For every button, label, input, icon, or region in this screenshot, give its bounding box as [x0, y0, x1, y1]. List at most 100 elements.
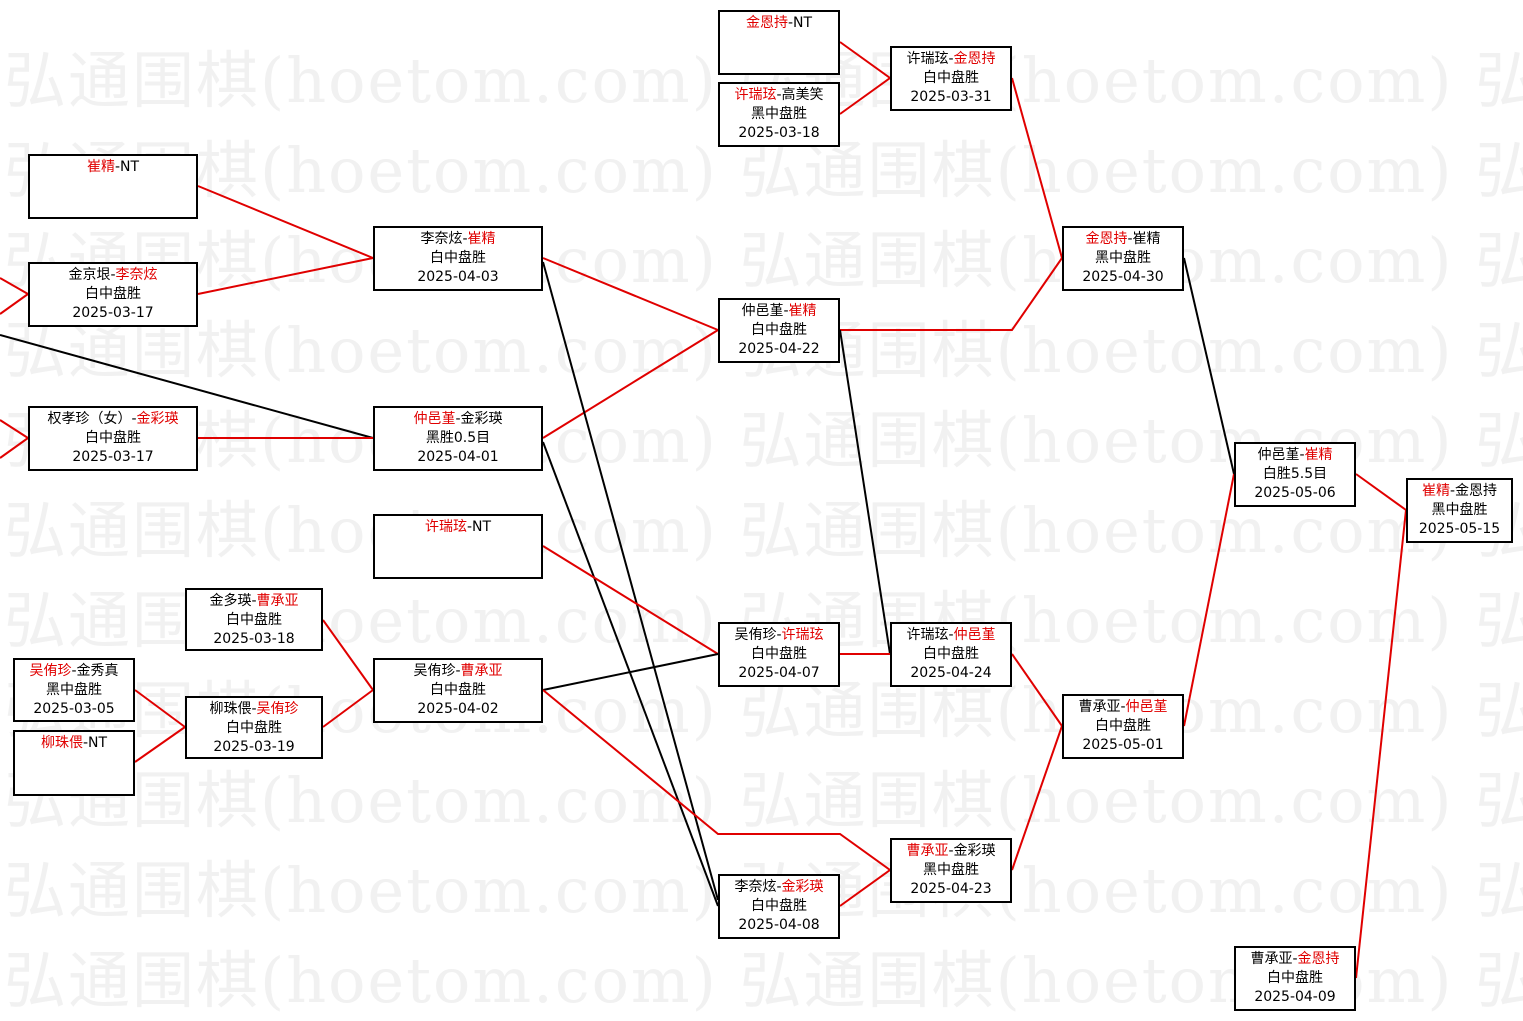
- loser-connector: [542, 441, 719, 907]
- player-one[interactable]: 金恩持: [1085, 231, 1128, 247]
- player-one[interactable]: 许瑞玹: [906, 627, 949, 643]
- player-two[interactable]: 崔精: [1304, 447, 1333, 463]
- player-two[interactable]: 金彩瑛: [136, 411, 179, 427]
- winner-connector: [134, 726, 186, 763]
- match-box[interactable]: 仲邑堇-崔精 白中盘胜 2025-04-22: [718, 298, 840, 363]
- winner-connector: [134, 689, 186, 728]
- match-box[interactable]: 柳珠偎-吴侑珍 白中盘胜 2025-03-19: [185, 696, 323, 759]
- player-one[interactable]: 许瑞玹: [424, 519, 467, 535]
- match-box[interactable]: 许瑞玹-仲邑堇 白中盘胜 2025-04-24: [890, 622, 1012, 687]
- player-two[interactable]: 金恩持: [1455, 483, 1498, 499]
- player-one[interactable]: 李奈炫: [734, 879, 777, 895]
- match-box[interactable]: 柳珠偎-NT: [13, 730, 135, 796]
- winner-connector: [0, 437, 29, 459]
- player-one[interactable]: 金多瑛: [209, 593, 252, 609]
- player-two[interactable]: 金恩持: [953, 51, 996, 67]
- player-one[interactable]: 吴侑珍: [413, 663, 456, 679]
- player-two[interactable]: NT: [120, 159, 140, 175]
- player-two[interactable]: 金彩瑛: [781, 879, 824, 895]
- player-two[interactable]: NT: [793, 15, 813, 31]
- player-one[interactable]: 吴侑珍: [734, 627, 777, 643]
- player-two[interactable]: 崔精: [788, 303, 817, 319]
- match-players: 金恩持-崔精: [1064, 230, 1182, 249]
- player-two[interactable]: 崔精: [1132, 231, 1161, 247]
- match-players: 曹承亚-金彩瑛: [892, 842, 1010, 861]
- player-one[interactable]: 崔精: [86, 159, 115, 175]
- match-date: 2025-04-24: [910, 665, 992, 681]
- player-one[interactable]: 曹承亚: [906, 843, 949, 859]
- player-two[interactable]: 崔精: [467, 231, 496, 247]
- match-box[interactable]: 权孝珍（女）-金彩瑛 白中盘胜 2025-03-17: [28, 406, 198, 471]
- winner-connector: [839, 41, 891, 79]
- player-two[interactable]: NT: [472, 519, 492, 535]
- match-players: 仲邑堇-崔精: [720, 302, 838, 321]
- match-box[interactable]: 崔精-NT: [28, 154, 198, 219]
- separator: -: [110, 267, 116, 283]
- player-one[interactable]: 曹承亚: [1250, 951, 1293, 967]
- player-two[interactable]: 金彩瑛: [953, 843, 996, 859]
- player-one[interactable]: 吴侑珍: [29, 663, 72, 679]
- winner-connector: [1011, 653, 1063, 727]
- match-box[interactable]: 吴侑珍-金秀真 黑中盘胜 2025-03-05: [13, 658, 135, 722]
- match-box[interactable]: 李奈炫-崔精 白中盘胜 2025-04-03: [373, 226, 543, 291]
- player-one[interactable]: 许瑞玹: [906, 51, 949, 67]
- player-one[interactable]: 金京垠: [68, 267, 111, 283]
- match-date: 2025-03-05: [33, 701, 115, 717]
- player-one[interactable]: 仲邑堇: [413, 411, 456, 427]
- match-box[interactable]: 李奈炫-金彩瑛 白中盘胜 2025-04-08: [718, 874, 840, 939]
- player-two[interactable]: 吴侑珍: [256, 701, 299, 717]
- winner-connector: [197, 257, 374, 295]
- player-two[interactable]: 金恩持: [1297, 951, 1340, 967]
- match-players: 仲邑堇-崔精: [1236, 446, 1354, 465]
- match-box[interactable]: 许瑞玹-高美笑 黑中盘胜 2025-03-18: [718, 82, 840, 147]
- player-one[interactable]: 权孝珍（女）: [47, 411, 132, 427]
- player-two[interactable]: 曹承亚: [460, 663, 503, 679]
- match-box[interactable]: 许瑞玹-金恩持 白中盘胜 2025-03-31: [890, 46, 1012, 111]
- winner-connector: [839, 869, 891, 907]
- match-box[interactable]: 曹承亚-金恩持 白中盘胜 2025-04-09: [1234, 946, 1356, 1011]
- player-one[interactable]: 曹承亚: [1078, 699, 1121, 715]
- player-two[interactable]: 仲邑堇: [1125, 699, 1168, 715]
- match-box[interactable]: 曹承亚-金彩瑛 黑中盘胜 2025-04-23: [890, 838, 1012, 903]
- separator: -: [455, 411, 461, 427]
- match-result: 白中盘胜: [430, 682, 486, 698]
- player-two[interactable]: 仲邑堇: [953, 627, 996, 643]
- player-two[interactable]: NT: [88, 735, 108, 751]
- player-one[interactable]: 柳珠偎: [40, 735, 83, 751]
- separator: -: [787, 15, 794, 31]
- match-box[interactable]: 曹承亚-仲邑堇 白中盘胜 2025-05-01: [1062, 694, 1184, 759]
- player-two[interactable]: 李奈炫: [115, 267, 158, 283]
- player-one[interactable]: 崔精: [1421, 483, 1450, 499]
- loser-connector: [542, 653, 719, 691]
- player-one[interactable]: 仲邑堇: [741, 303, 784, 319]
- match-box[interactable]: 金多瑛-曹承亚白中盘胜 2025-03-18: [185, 588, 323, 651]
- match-box[interactable]: 仲邑堇-崔精 白胜5.5目 2025-05-06: [1234, 442, 1356, 507]
- match-box[interactable]: 金京垠-李奈炫 白中盘胜 2025-03-17: [28, 262, 198, 327]
- match-date: 2025-03-18: [213, 631, 295, 647]
- match-result: 白中盘胜: [226, 612, 282, 628]
- player-two[interactable]: 金秀真: [76, 663, 119, 679]
- player-one[interactable]: 仲邑堇: [1257, 447, 1300, 463]
- separator: -: [251, 593, 257, 609]
- player-two[interactable]: 许瑞玹: [781, 627, 824, 643]
- match-box[interactable]: 金恩持-NT: [718, 10, 840, 75]
- match-box[interactable]: 许瑞玹-NT: [373, 514, 543, 579]
- winner-connector: [0, 293, 29, 315]
- match-date: 2025-03-17: [72, 449, 154, 465]
- match-box[interactable]: 吴侑珍-许瑞玹 白中盘胜 2025-04-07: [718, 622, 840, 687]
- match-box[interactable]: 金恩持-崔精 黑中盘胜 2025-04-30: [1062, 226, 1184, 291]
- player-one[interactable]: 金恩持: [745, 15, 788, 31]
- match-date: 2025-05-06: [1254, 485, 1336, 501]
- player-two[interactable]: 金彩瑛: [460, 411, 503, 427]
- separator: -: [131, 411, 137, 427]
- player-two[interactable]: 曹承亚: [256, 593, 299, 609]
- match-box[interactable]: 崔精-金恩持 黑中盘胜 2025-05-15: [1406, 478, 1513, 543]
- player-one[interactable]: 李奈炫: [420, 231, 463, 247]
- player-one[interactable]: 许瑞玹: [734, 87, 777, 103]
- player-one[interactable]: 柳珠偎: [209, 701, 252, 717]
- separator: -: [776, 87, 782, 103]
- match-date: 2025-04-01: [417, 449, 499, 465]
- match-box[interactable]: 仲邑堇-金彩瑛 黑胜0.5目 2025-04-01: [373, 406, 543, 471]
- player-two[interactable]: 高美笑: [781, 87, 824, 103]
- match-box[interactable]: 吴侑珍-曹承亚 白中盘胜 2025-04-02: [373, 658, 543, 723]
